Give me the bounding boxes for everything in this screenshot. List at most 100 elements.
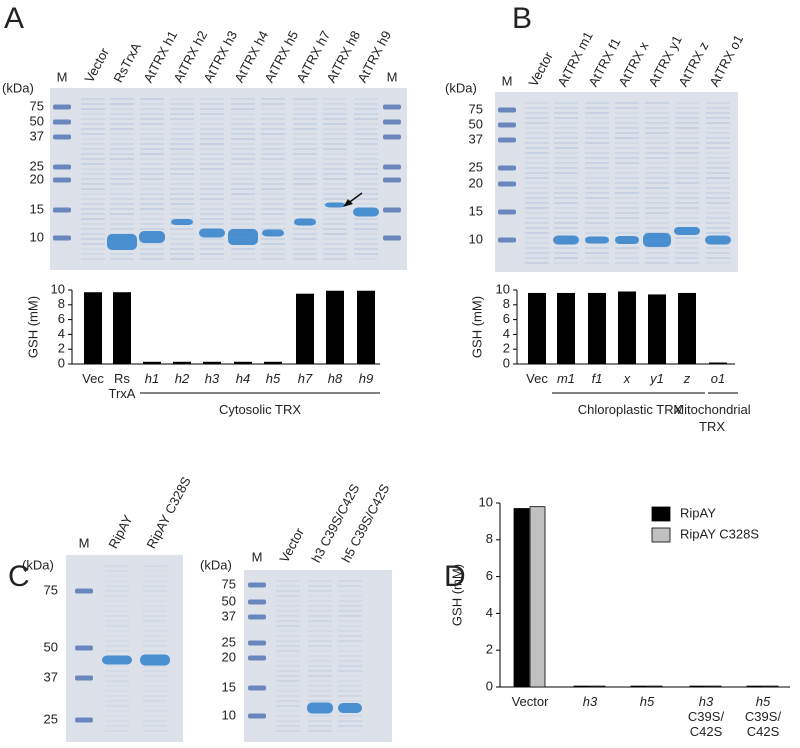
marker-band <box>53 207 71 213</box>
gel-streak <box>261 218 285 220</box>
gel-streak <box>276 675 300 677</box>
gel-streak <box>525 257 549 259</box>
lane-label: RsTrxA <box>110 40 144 85</box>
marker-label: 75 <box>469 101 483 116</box>
gel-streak <box>276 710 300 712</box>
gel-streak <box>338 630 362 632</box>
gel-streak <box>308 620 332 622</box>
marker-band <box>248 614 266 620</box>
gel-streak <box>554 262 578 264</box>
gel-streak <box>293 138 317 140</box>
gel-streak <box>143 630 167 632</box>
panel-label: D <box>444 560 466 593</box>
gel-streak <box>170 203 194 205</box>
gel-streak <box>645 182 669 184</box>
legend-swatch <box>651 527 671 543</box>
bar <box>557 292 575 364</box>
gel-streak <box>81 248 105 250</box>
y-axis-label: GSH (mM) <box>469 296 484 358</box>
gel-streak <box>200 163 224 165</box>
gel-streak <box>338 700 362 702</box>
gel-streak <box>276 685 300 687</box>
gel-streak <box>261 113 285 115</box>
gel-streak <box>554 162 578 164</box>
gel-streak <box>110 153 134 155</box>
gel-streak <box>645 202 669 204</box>
bar <box>296 293 314 364</box>
y-tick-label: 4 <box>58 326 65 341</box>
gel-streak <box>293 213 317 215</box>
gel-streak <box>231 123 255 125</box>
bar <box>357 290 375 364</box>
gel-streak <box>675 152 699 154</box>
gel-streak <box>525 137 549 139</box>
gel-streak <box>323 193 347 195</box>
gel-streak <box>140 193 164 195</box>
gel-streak <box>323 153 347 155</box>
gel-streak <box>354 183 378 185</box>
gel-streak <box>525 212 549 214</box>
gel-streak <box>525 187 549 189</box>
gel-streak <box>645 157 669 159</box>
gel-streak <box>308 665 332 667</box>
gel-streak <box>140 208 164 210</box>
bar <box>528 292 546 364</box>
gel-streak <box>585 102 609 104</box>
gel-streak <box>525 162 549 164</box>
gel-streak <box>354 153 378 155</box>
gel-streak <box>308 630 332 632</box>
gel-streak <box>706 252 730 254</box>
gel-streak <box>200 198 224 200</box>
gel-streak <box>525 237 549 239</box>
marker-band <box>248 640 266 646</box>
bar <box>234 361 252 364</box>
x-tick-label: Vec <box>82 371 104 386</box>
gel-streak <box>645 102 669 104</box>
gel-streak <box>81 258 105 260</box>
marker-label: 50 <box>30 113 44 128</box>
gel-streak <box>81 113 105 115</box>
gel-streak <box>140 113 164 115</box>
gel-streak <box>525 132 549 134</box>
gel-streak <box>170 178 194 180</box>
gel-band <box>325 202 345 208</box>
x-tick-label: Vector <box>512 694 550 709</box>
gel-streak <box>554 167 578 169</box>
gel-streak <box>143 580 167 582</box>
gel-streak <box>276 715 300 717</box>
gel-streak <box>276 635 300 637</box>
gel-streak <box>231 208 255 210</box>
gel-streak <box>293 233 317 235</box>
gel-streak <box>170 128 194 130</box>
marker-band <box>498 137 516 143</box>
bar <box>630 685 647 688</box>
gel-streak <box>276 580 300 582</box>
bar <box>648 294 666 364</box>
gel-streak <box>308 605 332 607</box>
gel-streak <box>143 610 167 612</box>
gel-streak <box>105 640 129 642</box>
gel-streak <box>585 227 609 229</box>
gel-streak <box>675 112 699 114</box>
marker-band <box>53 177 71 183</box>
bar <box>173 361 191 364</box>
gel-streak <box>140 123 164 125</box>
gel-band <box>674 227 700 235</box>
gel-streak <box>293 113 317 115</box>
marker-band <box>75 717 93 723</box>
gel-streak <box>645 227 669 229</box>
gel-streak <box>706 217 730 219</box>
gel-streak <box>261 118 285 120</box>
gel-streak <box>261 188 285 190</box>
gel-streak <box>293 248 317 250</box>
gel-streak <box>105 570 129 572</box>
gel-streak <box>261 223 285 225</box>
gel-streak <box>143 625 167 627</box>
gel-streak <box>675 162 699 164</box>
gel-streak <box>231 218 255 220</box>
gel-streak <box>143 635 167 637</box>
gel-streak <box>231 108 255 110</box>
gel-streak <box>675 202 699 204</box>
gel-streak <box>675 127 699 129</box>
gel-streak <box>231 128 255 130</box>
